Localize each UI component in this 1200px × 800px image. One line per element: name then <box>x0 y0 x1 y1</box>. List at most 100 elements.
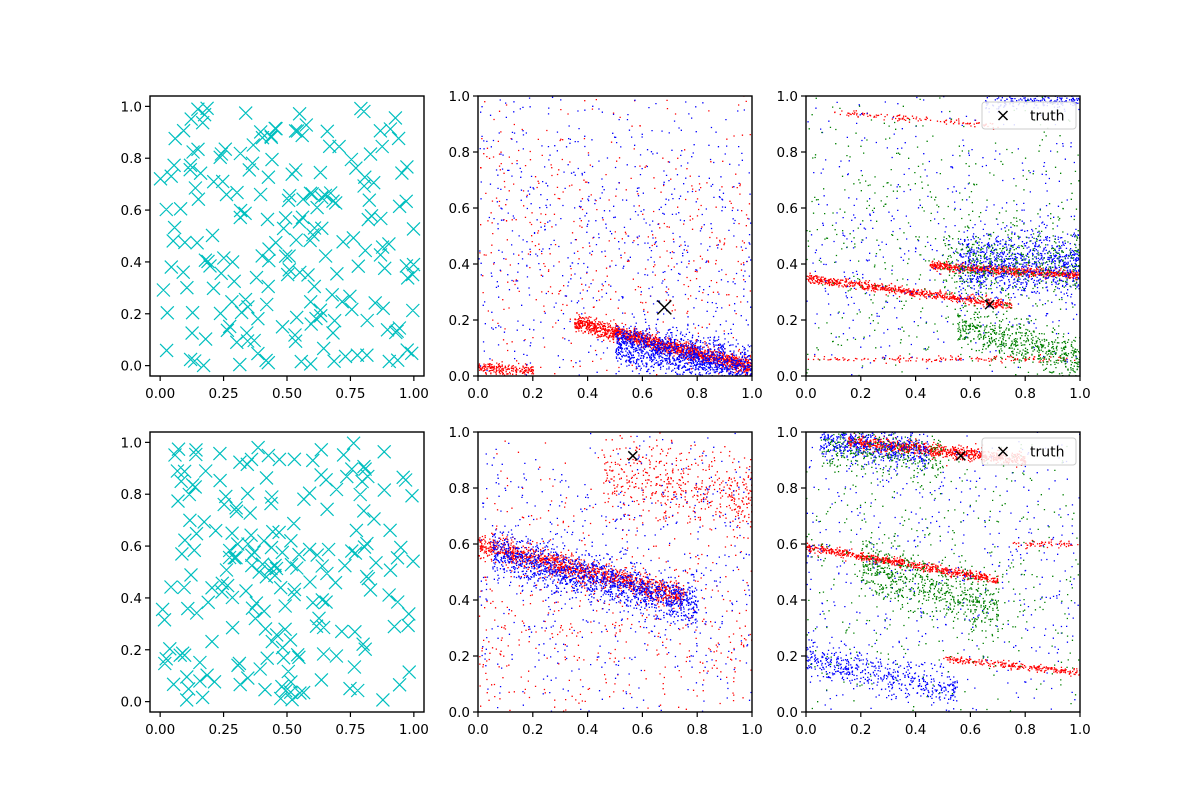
plot-area <box>478 432 752 712</box>
y-tick-label: 0.6 <box>449 537 470 553</box>
truth-marker <box>656 299 672 315</box>
point-cloud <box>806 96 1080 376</box>
y-tick-label: 1.0 <box>121 99 142 115</box>
point-cloud <box>479 96 751 376</box>
x-tick-label: 1.0 <box>1069 722 1090 738</box>
y-tick-label: 0.2 <box>449 649 470 665</box>
subplot-row2-col1: 0.00 0.25 0.50 0.75 1.00 0.0 0.2 0.4 0.6 0.8 1.0 <box>121 431 429 738</box>
y-tick-label: 1.0 <box>449 425 470 441</box>
y-tick-label: 1.0 <box>777 425 798 441</box>
subplot-row2-col2: 0.0 0.2 0.4 0.6 0.8 1.0 0.0 0.2 0.4 0.6 0.8 1.0 <box>449 425 763 738</box>
x-tick-label: 0.00 <box>145 722 175 738</box>
point-cloud <box>479 432 752 712</box>
x-tick-label: 0.0 <box>795 386 816 402</box>
x-tick-label: 0.00 <box>145 386 175 402</box>
y-tick-label: 0.6 <box>121 539 142 555</box>
y-tick-label: 0.6 <box>449 201 470 217</box>
x-tick-label: 0.75 <box>335 386 365 402</box>
y-tick-label: 0.2 <box>777 649 798 665</box>
y-tick-label: 0.0 <box>449 369 470 385</box>
legend-marker <box>997 446 1009 457</box>
plot-area <box>478 96 752 376</box>
series-green <box>806 96 1080 376</box>
legend-label: truth <box>1030 445 1064 461</box>
plot-area <box>806 96 1080 376</box>
x-tick-label: 0.4 <box>577 386 598 402</box>
truth-marker <box>955 450 966 461</box>
y-tick-label: 0.4 <box>121 591 142 607</box>
legend: truth <box>981 437 1077 466</box>
x-tick-label: 0.0 <box>467 722 488 738</box>
x-tick-label: 0.2 <box>850 722 871 738</box>
axes-frame <box>805 431 1081 713</box>
point-cloud <box>943 656 1080 677</box>
point-cloud <box>806 639 958 711</box>
subplot-row2-col3: 0.0 0.2 0.4 0.6 0.8 1.0 0.0 0.2 0.4 0.6 0.8 1.0 trut… <box>777 425 1091 738</box>
y-tick-label: 0.8 <box>449 481 470 497</box>
x-tick-label: 1.00 <box>399 386 429 402</box>
x-tick-label: 1.0 <box>1069 386 1090 402</box>
y-tick-label: 0.0 <box>449 705 470 721</box>
x-tick-label: 0.6 <box>632 386 653 402</box>
legend-box <box>981 101 1077 130</box>
x-tick-label: 0.8 <box>1014 386 1035 402</box>
x-tick-label: 1.0 <box>741 386 762 402</box>
y-tick-label: 0.8 <box>777 481 798 497</box>
point-cloud <box>943 212 1080 308</box>
axes-frame <box>477 431 753 713</box>
plot-area <box>806 432 1080 712</box>
point-cloud <box>806 432 1080 712</box>
x-tick-label: 0.8 <box>686 386 707 402</box>
x-tick-label: 0.6 <box>960 386 981 402</box>
x-tick-label: 1.00 <box>399 722 429 738</box>
y-tick-label: 0.4 <box>777 593 798 609</box>
point-cloud <box>478 96 752 376</box>
point-cloud <box>491 518 699 633</box>
x-tick-label: 0.0 <box>795 722 816 738</box>
y-tick-label: 0.2 <box>777 313 798 329</box>
series-samples <box>155 436 421 707</box>
y-tick-label: 1.0 <box>777 89 798 105</box>
y-tick-label: 0.6 <box>777 201 798 217</box>
x-tick-label: 0.2 <box>850 386 871 402</box>
y-tick-label: 0.0 <box>121 695 142 711</box>
legend-box <box>981 437 1077 466</box>
x-tick-label: 1.0 <box>741 722 762 738</box>
legend: truth <box>981 101 1077 130</box>
x-tick-label: 0.4 <box>905 386 926 402</box>
y-tick-label: 0.4 <box>449 257 470 273</box>
sample-marker <box>153 101 421 373</box>
x-tick-label: 0.4 <box>905 722 926 738</box>
x-tick-label: 0.25 <box>209 386 239 402</box>
x-tick-label: 0.8 <box>1014 722 1035 738</box>
y-tick-label: 0.8 <box>777 145 798 161</box>
point-cloud <box>806 96 1080 376</box>
y-tick-label: 0.6 <box>121 203 142 219</box>
x-tick-label: 0.2 <box>522 386 543 402</box>
y-tick-label: 1.0 <box>449 89 470 105</box>
point-cloud <box>820 432 944 487</box>
axes-frame <box>805 95 1081 377</box>
x-tick-label: 0.2 <box>522 722 543 738</box>
sample-marker <box>155 436 421 707</box>
x-tick-label: 0.75 <box>335 722 365 738</box>
point-cloud <box>615 312 752 376</box>
legend-marker <box>997 110 1009 121</box>
point-cloud <box>1012 539 1079 550</box>
y-tick-label: 0.2 <box>121 643 142 659</box>
y-tick-label: 0.8 <box>121 151 142 167</box>
y-tick-label: 0.6 <box>777 537 798 553</box>
series-red <box>478 96 752 376</box>
y-tick-label: 0.8 <box>121 487 142 503</box>
point-cloud <box>957 299 1080 376</box>
x-tick-label: 0.0 <box>467 386 488 402</box>
subplot-row1-col3: 0.0 0.2 0.4 0.6 0.8 1.0 0.0 0.2 0.4 0.6 0.8 1.0 trut… <box>777 89 1091 402</box>
x-tick-label: 0.50 <box>272 722 302 738</box>
series-blue <box>479 432 752 712</box>
y-tick-label: 0.2 <box>449 313 470 329</box>
plot-area <box>153 101 421 373</box>
series-blue <box>806 432 1080 712</box>
x-tick-label: 0.6 <box>960 722 981 738</box>
